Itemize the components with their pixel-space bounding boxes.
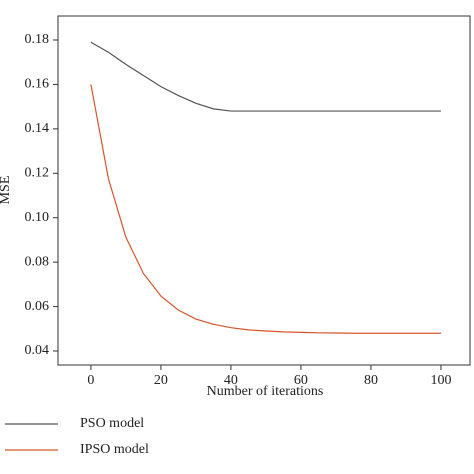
legend-label: IPSO model <box>80 442 149 457</box>
x-tick-label: 0 <box>87 373 94 388</box>
x-axis-label: Number of iterations <box>207 384 324 399</box>
x-tick-label: 80 <box>364 373 378 388</box>
y-axis-label: MSE <box>0 176 13 205</box>
plot-frame <box>57 15 471 366</box>
y-tick-label: 0.04 <box>25 343 50 358</box>
x-tick-label: 40 <box>224 373 238 388</box>
x-tick-label: 60 <box>294 373 308 388</box>
y-tick-label: 0.14 <box>25 121 50 136</box>
y-tick-label: 0.08 <box>25 254 50 269</box>
y-tick-label: 0.10 <box>25 210 50 225</box>
y-tick-label: 0.18 <box>25 32 50 47</box>
series-line <box>90 41 441 112</box>
x-tick-label: 20 <box>154 373 168 388</box>
series-line <box>90 84 441 334</box>
y-tick-label: 0.06 <box>25 299 50 314</box>
legend-label: PSO model <box>80 416 144 431</box>
x-tick-label: 100 <box>430 373 451 388</box>
y-tick-label: 0.16 <box>25 77 50 92</box>
y-tick-label: 0.12 <box>25 166 50 181</box>
